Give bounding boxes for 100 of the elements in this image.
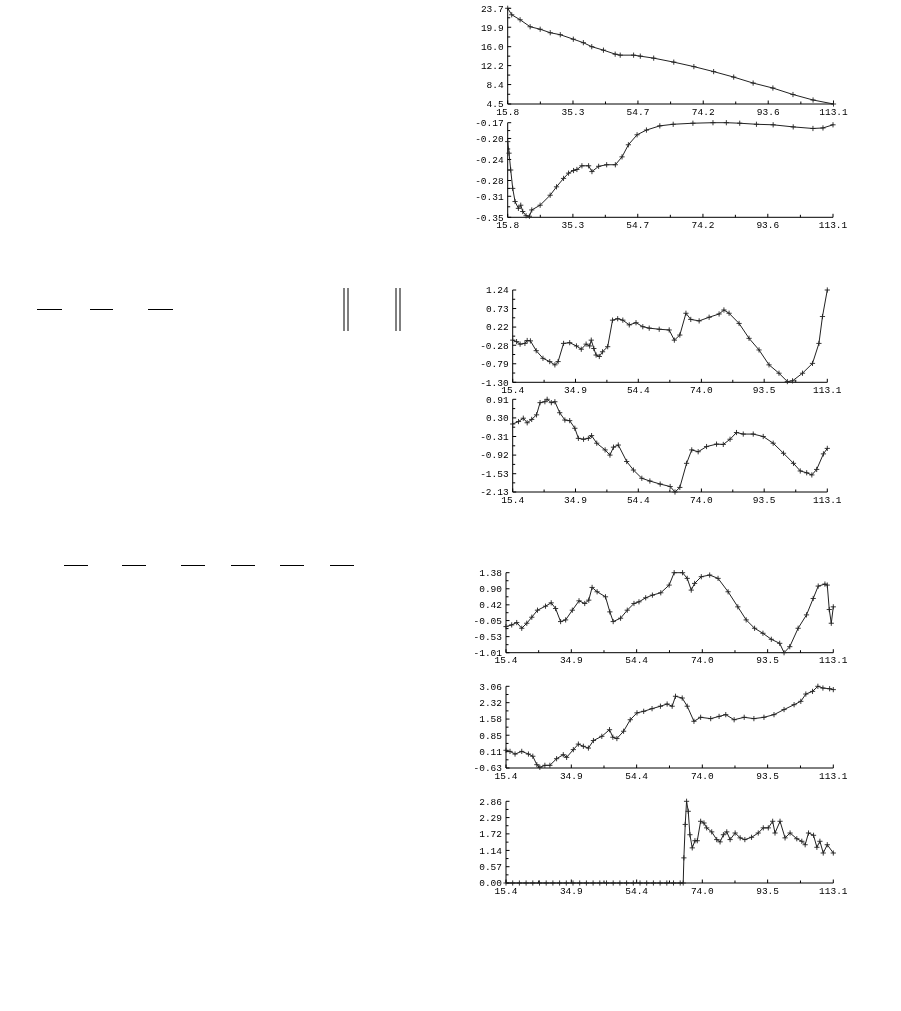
point [537,202,544,209]
point [741,714,748,721]
point [813,466,820,473]
point [537,399,544,406]
point [610,444,617,451]
point [556,409,563,416]
point [630,466,637,474]
y-tick-label: 2.86 [479,796,503,808]
y-tick-label: 0.30 [485,413,509,425]
point [518,625,525,632]
y-tick-label: -0.53 [473,631,503,643]
point [542,603,549,610]
y-tick-label: -0.28 [480,340,509,352]
point [797,467,804,475]
point [523,620,530,627]
point [795,625,802,632]
y-tick-label: 1.58 [479,714,503,726]
y-tick-label: 1.38 [479,568,503,580]
point [575,597,583,604]
point [691,580,698,587]
point [667,483,674,490]
x-tick-label: 74.2 [691,106,715,118]
point [544,396,551,403]
x-tick-label: 34.9 [559,770,584,782]
x-tick-label: 54.7 [626,106,650,118]
point [740,431,747,438]
point [548,599,555,606]
point [687,316,694,323]
point [508,11,515,18]
point [713,441,720,448]
point [666,582,673,589]
point [632,319,640,326]
point [552,605,559,612]
point [671,488,679,496]
x-tick-label: 15.4 [501,384,525,396]
y-tick-label: 0.22 [485,322,509,334]
x-tick-label: 93.5 [756,885,780,897]
y-tick-label: -0.31 [475,191,504,203]
point [571,425,578,432]
point [819,313,826,320]
point [560,340,567,347]
point [612,51,619,58]
point [547,29,554,36]
point [565,170,572,177]
point [612,161,619,168]
point [539,355,547,362]
point [561,416,568,424]
x-tick-label: 54.4 [626,494,650,506]
y-tick-label: 0.90 [479,584,503,596]
point [537,26,544,33]
point [596,353,603,360]
point [569,607,576,614]
y-tick-label: 8.4 [486,79,504,91]
point [615,441,622,449]
point [529,753,536,760]
point [775,370,783,377]
point [589,584,596,591]
point [760,714,767,721]
point [751,625,758,632]
point [546,762,553,769]
point [672,693,679,700]
point [734,603,741,610]
point [573,166,580,173]
y-tick-label: 0.91 [485,394,509,406]
point [585,162,592,169]
point [609,317,616,324]
point [520,415,527,422]
point [627,716,634,723]
point [790,460,797,467]
point [557,31,564,38]
point [780,450,787,457]
y-tick-label: -0.17 [475,118,504,130]
point [743,616,750,623]
point [809,125,816,132]
point [824,582,831,589]
point [613,735,620,742]
point [603,161,610,168]
x-tick-label: 34.9 [564,494,588,506]
x-tick-label: 113.1 [813,494,842,506]
point [618,153,626,160]
point [765,361,773,368]
point [533,347,540,354]
point [517,16,524,23]
point [566,417,573,424]
point [710,68,717,75]
y-tick-label: 1.14 [479,845,503,857]
point [696,317,703,324]
point [770,440,777,447]
point [784,378,791,385]
x-tick-label: 54.7 [626,219,650,231]
point [517,341,524,348]
point [670,121,677,128]
point [679,694,686,702]
point [689,120,696,127]
point [541,762,548,769]
y-tick-label: 12.2 [480,60,504,72]
x-tick-label: 54.4 [625,885,649,897]
point [716,310,723,318]
point [770,121,777,128]
point [528,614,535,621]
